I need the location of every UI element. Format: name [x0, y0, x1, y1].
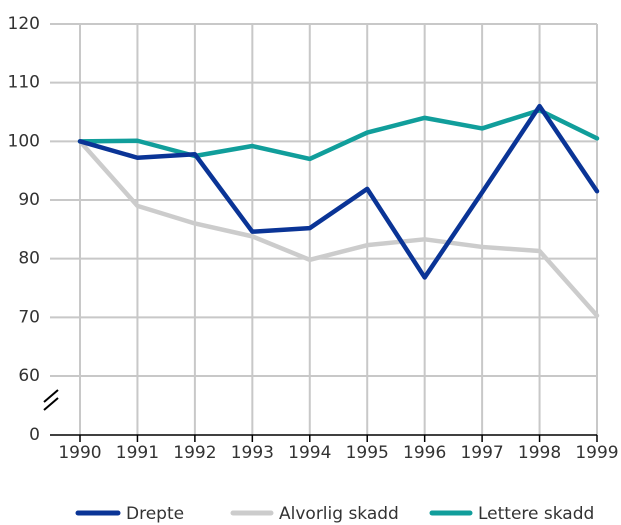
y-tick-label: 120	[8, 14, 40, 34]
legend-label: Alvorlig skadd	[279, 504, 399, 524]
y-tick-label: 80	[18, 249, 40, 269]
y-tick-label: 110	[8, 73, 40, 93]
y-tick-label: 90	[18, 190, 40, 210]
y-tick-label: 60	[18, 366, 40, 386]
x-tick-label: 1991	[116, 443, 159, 463]
x-tick-label: 1997	[460, 443, 503, 463]
x-tick-label: 1990	[58, 443, 101, 463]
axis-break	[43, 389, 59, 411]
x-tick-label: 1993	[231, 443, 274, 463]
x-tick-label: 1999	[575, 443, 618, 463]
legend-label: Lettere skadd	[478, 504, 594, 524]
series-line	[77, 139, 600, 318]
x-tick-label: 1994	[288, 443, 331, 463]
y-tick-label: 0	[29, 425, 40, 445]
series-line	[77, 107, 600, 162]
x-tick-label: 1992	[173, 443, 216, 463]
x-tick-label: 1996	[403, 443, 446, 463]
legend-label: Drepte	[126, 504, 184, 524]
x-tick-label: 1995	[346, 443, 389, 463]
y-tick-label: 100	[8, 131, 40, 151]
y-tick-label: 70	[18, 307, 40, 327]
x-tick-label: 1998	[518, 443, 561, 463]
series-line	[77, 103, 600, 280]
